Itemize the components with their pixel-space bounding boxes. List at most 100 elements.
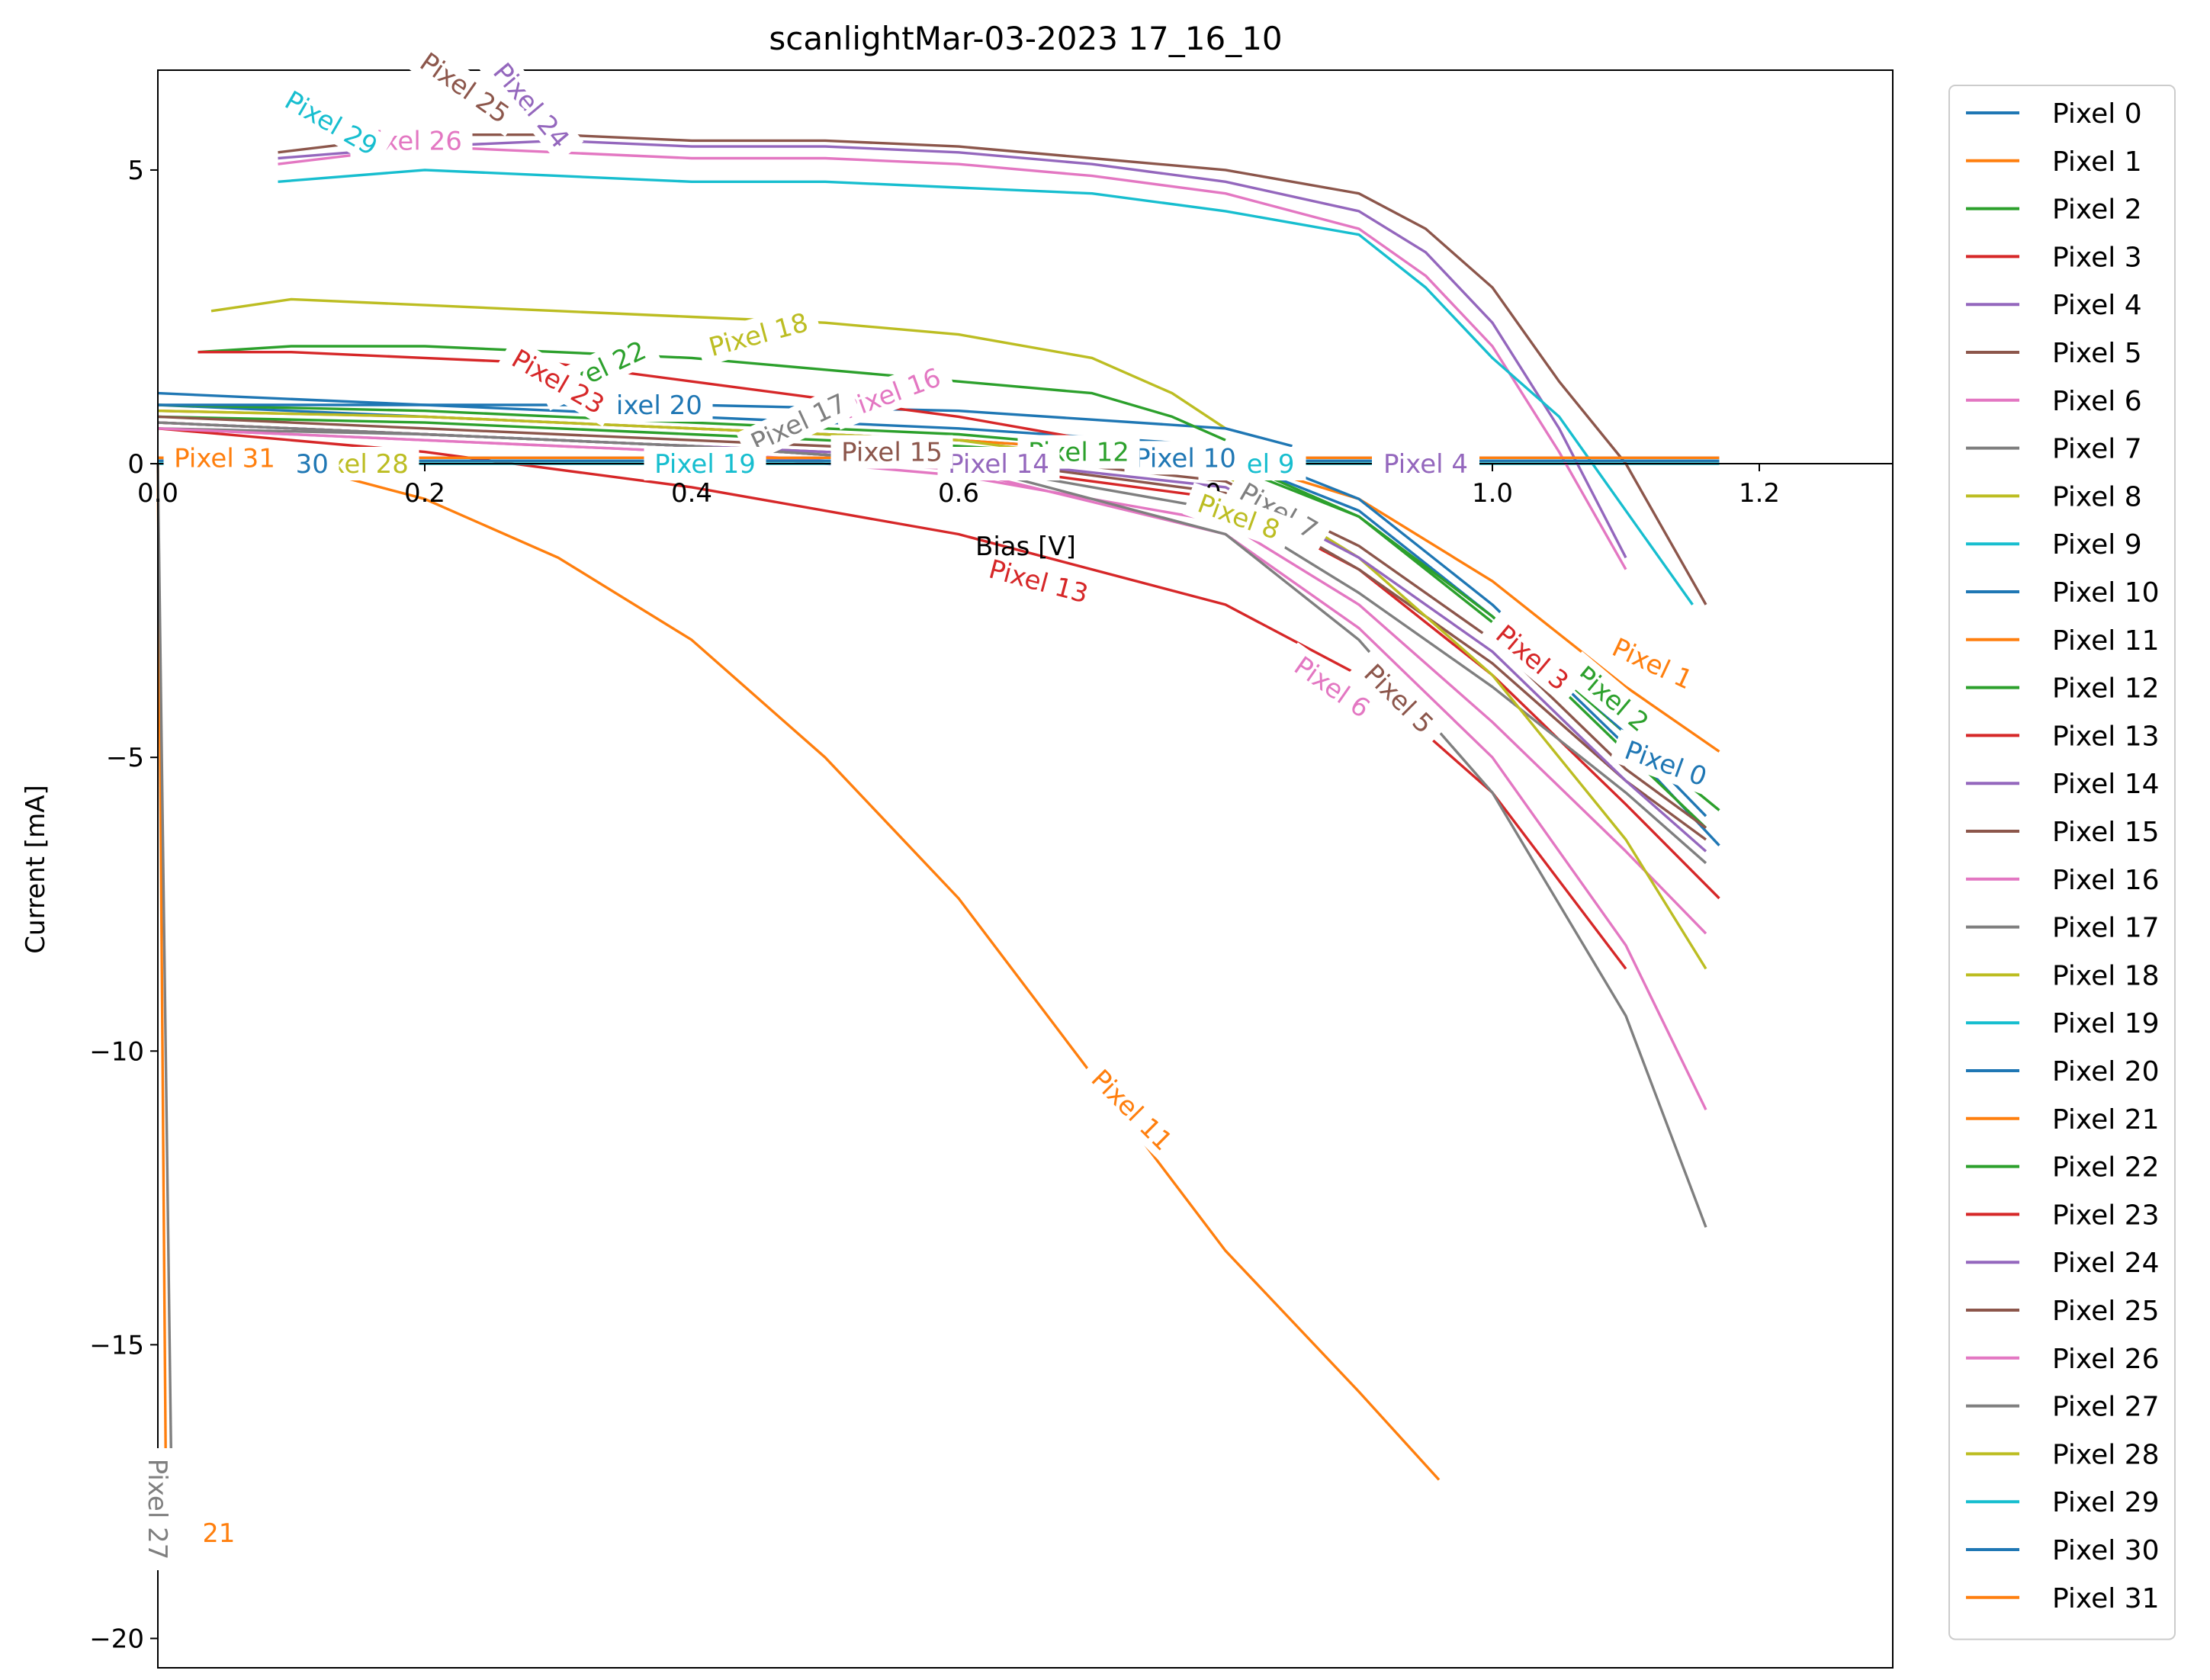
legend-label: Pixel 27	[2052, 1392, 2160, 1423]
inline-label-pixel-15: Pixel 15	[830, 435, 953, 469]
legend-label: Pixel 0	[2052, 98, 2142, 130]
inline-label-background	[1278, 642, 1386, 732]
inline-label-pixel-27: Pixel 27	[141, 1448, 175, 1570]
inline-label-text: Pixel 4	[1383, 449, 1468, 480]
legend-label: Pixel 24	[2052, 1248, 2160, 1279]
inline-label-background	[975, 549, 1102, 614]
legend-entry-pixel-7: Pixel 7	[1966, 434, 2142, 465]
inline-label-background	[1223, 469, 1335, 553]
y-axis: 5 0 −5 −10 −15 −20	[89, 156, 158, 1654]
inline-label-pixel-21: Pixel 21	[134, 1515, 246, 1550]
inline-label-text: Pixel 21	[134, 1518, 236, 1549]
inline-label-background	[1372, 447, 1479, 480]
inline-label-background	[1596, 625, 1709, 702]
inline-label-background	[479, 47, 584, 163]
inline-label-pixel-10: Pixel 10	[1124, 441, 1247, 475]
legend-label: Pixel 30	[2052, 1535, 2160, 1566]
inline-label-background	[163, 441, 286, 475]
legend-label: Pixel 5	[2052, 338, 2142, 369]
series-line-pixel-15	[157, 415, 1707, 829]
legend-label: Pixel 26	[2052, 1344, 2160, 1375]
legend-label: Pixel 12	[2052, 673, 2160, 705]
inline-label-text: Pixel 31	[174, 443, 275, 474]
inline-label-background	[644, 447, 766, 480]
chart-title: scanlightMar-03-2023 17_16_10	[769, 20, 1282, 57]
inline-label-pixel-4: Pixel 4	[1372, 447, 1479, 480]
x-tick-label: 0.2	[404, 478, 445, 509]
inline-label-text: Pixel 10	[1135, 443, 1236, 474]
legend-entry-pixel-1: Pixel 1	[1966, 146, 2142, 178]
series-line-pixel-17	[157, 421, 1707, 1228]
inline-label-background	[496, 336, 620, 427]
legend-entry-pixel-21: Pixel 21	[1966, 1104, 2160, 1136]
legend-entry-pixel-24: Pixel 24	[1966, 1248, 2160, 1279]
plot-frame	[157, 69, 1894, 1669]
legend-entry-pixel-11: Pixel 11	[1966, 625, 2160, 657]
inline-label-background	[1560, 650, 1665, 747]
y-tick-label: 5	[127, 156, 144, 186]
legend-entry-pixel-13: Pixel 13	[1966, 721, 2160, 752]
legend-entry-pixel-5: Pixel 5	[1966, 338, 2142, 369]
legend-label: Pixel 25	[2052, 1296, 2160, 1327]
legend-label: Pixel 17	[2052, 913, 2160, 944]
inline-label-background	[405, 39, 525, 137]
inline-label-pixel-31: Pixel 31	[163, 441, 286, 475]
y-tick-label: −15	[89, 1330, 144, 1360]
legend-label: Pixel 2	[2052, 194, 2142, 226]
inline-label-pixel-14: Pixel 14	[937, 447, 1060, 480]
legend-box	[1948, 85, 2176, 1640]
series-line-pixel-22	[198, 345, 1226, 442]
inline-label-background	[1124, 441, 1247, 475]
x-tick-label: 0.4	[671, 478, 712, 509]
y-tick-label: −10	[89, 1036, 144, 1067]
legend-label: Pixel 23	[2052, 1200, 2160, 1231]
legend-entry-pixel-23: Pixel 23	[1966, 1200, 2160, 1231]
series-line-pixel-27	[156, 463, 173, 1463]
legend-entry-pixel-4: Pixel 4	[1966, 290, 2142, 321]
legend-entry-pixel-14: Pixel 14	[1966, 769, 2160, 800]
legend-entry-pixel-2: Pixel 2	[1966, 194, 2142, 226]
y-tick-label: −20	[89, 1624, 144, 1654]
legend-entry-pixel-26: Pixel 26	[1966, 1344, 2160, 1375]
legend-entry-pixel-25: Pixel 25	[1966, 1296, 2160, 1327]
legend-label: Pixel 7	[2052, 434, 2142, 465]
legend-entry-pixel-28: Pixel 28	[1966, 1439, 2160, 1470]
legend-label: Pixel 11	[2052, 625, 2160, 657]
inline-label-background	[1480, 610, 1585, 705]
x-axis: 0.0 0.2 0.4 0.6 0.8 1.0 1.2	[137, 464, 1780, 509]
inline-label-text: Pixel 15	[841, 438, 943, 468]
legend-entry-pixel-12: Pixel 12	[1966, 673, 2160, 705]
legend-label: Pixel 10	[2052, 577, 2160, 609]
inline-label-background	[1609, 729, 1723, 798]
legend-entry-pixel-29: Pixel 29	[1966, 1487, 2160, 1518]
legend-label: Pixel 29	[2052, 1487, 2160, 1518]
legend-entry-pixel-22: Pixel 22	[1966, 1152, 2160, 1184]
y-tick-label: −5	[106, 743, 144, 773]
legend-entry-pixel-30: Pixel 30	[1966, 1535, 2160, 1566]
legend-label: Pixel 31	[2052, 1583, 2160, 1614]
inline-label-background	[1349, 648, 1449, 749]
x-tick-label: 1.2	[1739, 478, 1780, 509]
legend-label: Pixel 3	[2052, 242, 2142, 273]
legend-label: Pixel 21	[2052, 1104, 2160, 1136]
legend-label: Pixel 6	[2052, 386, 2142, 417]
legend-entry-pixel-31: Pixel 31	[1966, 1583, 2160, 1614]
legend-label: Pixel 19	[2052, 1008, 2160, 1039]
inline-label-text: Pixel 20	[601, 390, 702, 421]
series-line-pixel-25	[278, 133, 1707, 606]
legend-entry-pixel-6: Pixel 6	[1966, 386, 2142, 417]
legend-label: Pixel 8	[2052, 481, 2142, 512]
legend-label: Pixel 16	[2052, 865, 2160, 896]
inline-label-text: Pixel 14	[948, 449, 1049, 480]
legend-entry-pixel-0: Pixel 0	[1966, 98, 2142, 130]
series-line-pixel-11	[157, 456, 1441, 1481]
legend-entry-pixel-20: Pixel 20	[1966, 1056, 2160, 1087]
legend-entry-pixel-27: Pixel 27	[1966, 1392, 2160, 1423]
legend-entry-pixel-17: Pixel 17	[1966, 913, 2160, 944]
legend-label: Pixel 14	[2052, 769, 2160, 800]
legend-label: Pixel 4	[2052, 290, 2142, 321]
x-axis-label: Bias [V]	[975, 532, 1076, 562]
legend-entry-pixel-8: Pixel 8	[1966, 481, 2142, 512]
legend-label: Pixel 18	[2052, 960, 2160, 991]
